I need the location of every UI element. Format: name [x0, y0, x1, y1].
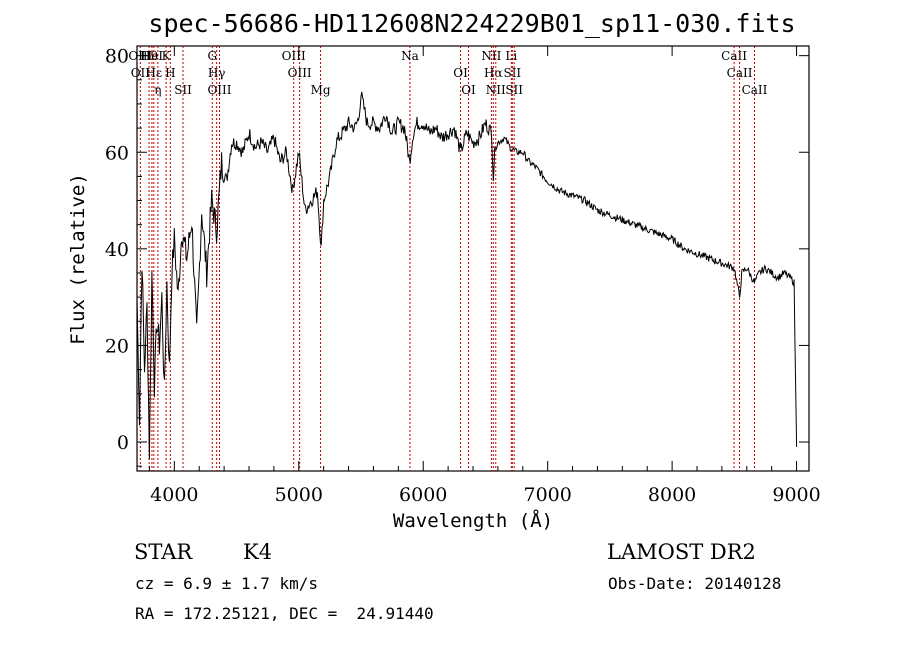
- spectral-line-label: Na: [401, 49, 419, 63]
- spectral-line-label: Hγ: [208, 66, 226, 80]
- y-tick-label: 0: [117, 432, 129, 454]
- spectral-line-label: OIII: [282, 49, 306, 63]
- spectral-line-label: CaII: [727, 66, 753, 80]
- ra-dec: RA = 172.25121, DEC = 24.91440: [135, 604, 434, 623]
- spectral-line-label: OIII: [207, 83, 231, 97]
- spectral-line-label: CaII: [721, 49, 747, 63]
- x-tick-label: 6000: [399, 484, 447, 506]
- x-axis: 4000 5000 6000 7000 8000 9000: [148, 46, 821, 506]
- chart-title: spec-56686-HD112608N224229B01_sp11-030.f…: [148, 9, 795, 38]
- y-tick-label: 20: [105, 335, 129, 357]
- y-tick-label: 80: [105, 46, 129, 68]
- spectral-line-label: NII: [486, 83, 506, 97]
- survey-name: LAMOST DR2: [607, 540, 756, 564]
- spectral-line-label: OI: [453, 66, 468, 80]
- spectral-line-label: Li: [505, 49, 517, 63]
- spectral-line-label: CaII: [742, 83, 768, 97]
- x-axis-label: Wavelength (Å): [393, 509, 553, 532]
- x-tick-label: 4000: [150, 484, 198, 506]
- spectral-line-label: Hε: [145, 66, 162, 80]
- spectral-lines: H9OIIOIIIHeIHεηKHSIIGHγOIIIOIIIOIIIMgNaO…: [128, 46, 768, 471]
- y-tick-label: 40: [105, 239, 129, 261]
- x-tick-label: 8000: [648, 484, 696, 506]
- object-class: STAR: [134, 540, 193, 564]
- spectral-line-label: SII: [174, 83, 192, 97]
- x-tick-label: 9000: [772, 484, 820, 506]
- spectral-line-label: Hα: [484, 66, 503, 80]
- spectral-line-label: G: [207, 49, 217, 63]
- y-axis-label: Flux (relative): [67, 173, 89, 345]
- y-axis: 0 20 40 60 80: [105, 46, 809, 467]
- spectrum-line: [136, 91, 798, 460]
- redshift-velocity: cz = 6.9 ± 1.7 km/s: [135, 574, 319, 593]
- x-tick-label: 5000: [275, 484, 323, 506]
- spectral-line-label: OIII: [288, 66, 312, 80]
- observation-date: Obs-Date: 20140128: [608, 574, 782, 593]
- spectral-line-label: OII: [131, 66, 151, 80]
- spectral-line-label: SII: [503, 66, 521, 80]
- spectral-line-label: NII: [481, 49, 501, 63]
- spectrum-series: [136, 91, 798, 460]
- spectral-line-label: K: [162, 49, 172, 63]
- spectral-line-label: OI: [461, 83, 476, 97]
- spectral-line-label: η: [154, 83, 161, 97]
- spectral-line-label: H: [165, 66, 175, 80]
- y-tick-label: 60: [105, 142, 129, 164]
- spectral-line-label: SII: [505, 83, 523, 97]
- object-subclass: K4: [243, 540, 273, 564]
- x-tick-label: 7000: [523, 484, 571, 506]
- spectral-line-label: Mg: [311, 83, 331, 97]
